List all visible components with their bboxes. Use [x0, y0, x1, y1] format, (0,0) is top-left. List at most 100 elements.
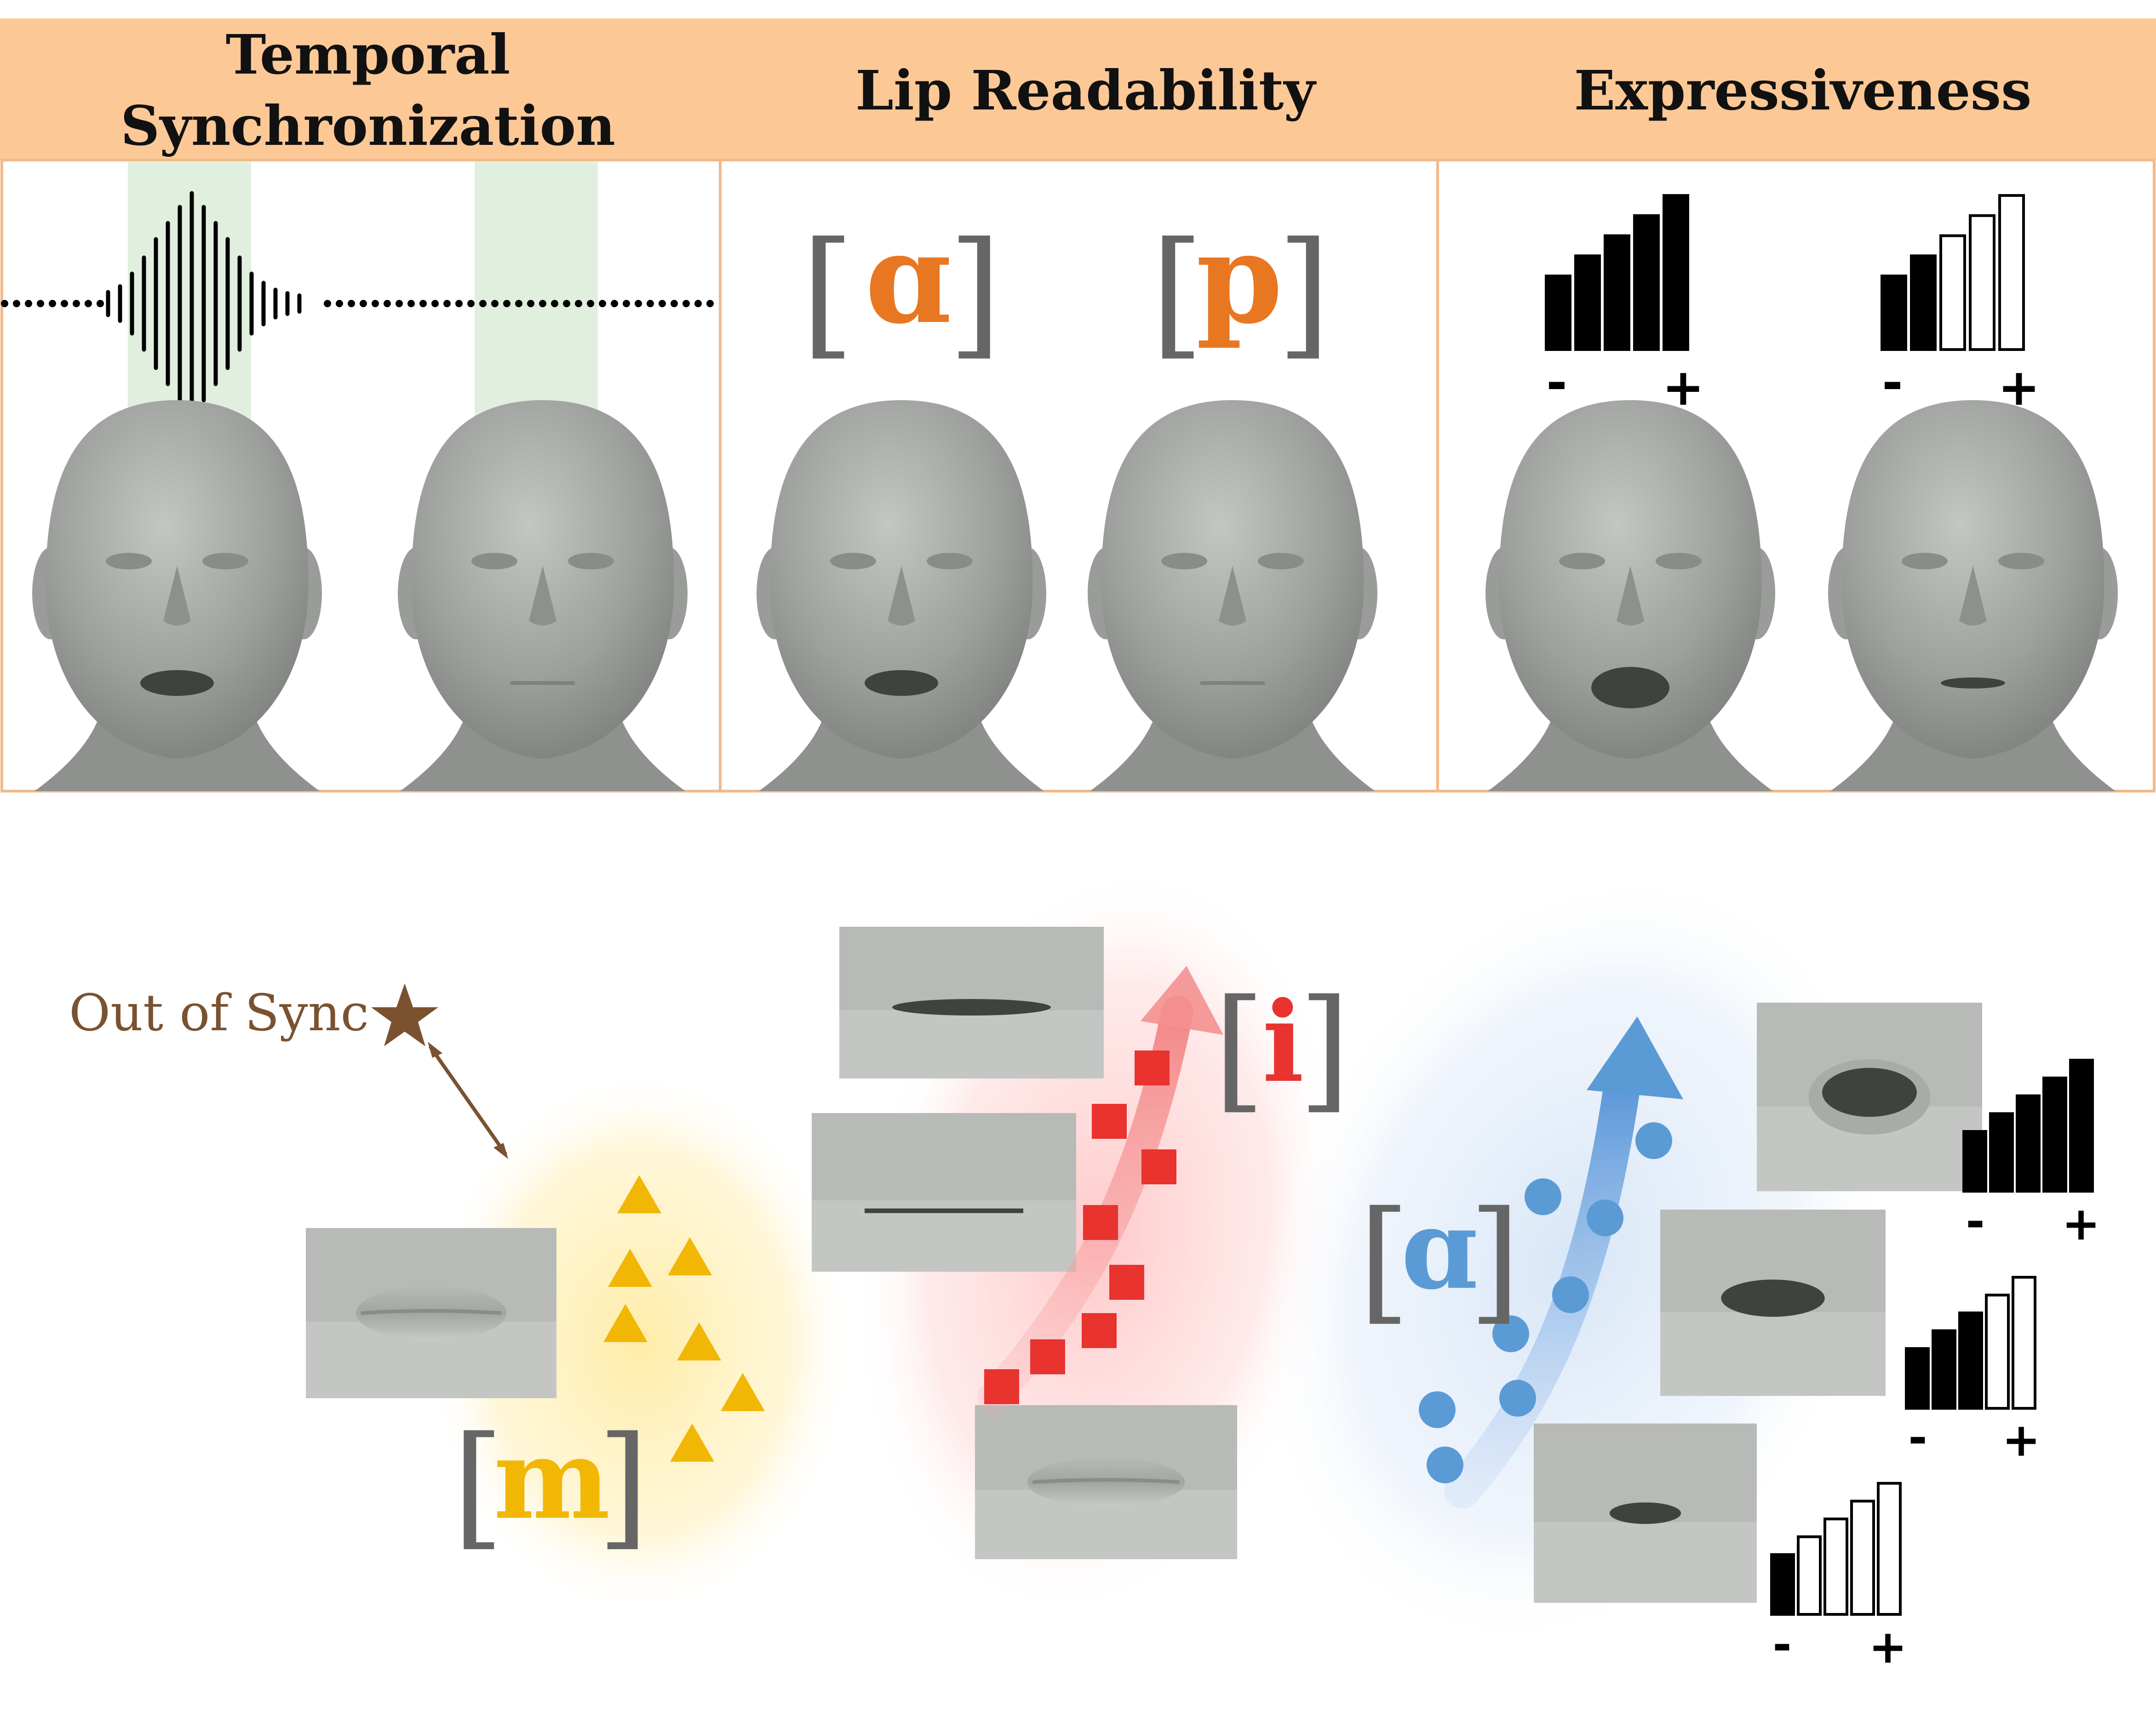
intensity-3-bar-1 — [1770, 1553, 1795, 1616]
intensity-meter-2 — [1905, 1276, 2036, 1410]
cluster-markers — [603, 1050, 1672, 1483]
mouth — [1941, 677, 2005, 689]
meter-2-minus: - — [1908, 1411, 1927, 1464]
waveform-dot — [85, 300, 92, 307]
cluster-a-trend-arrow — [1444, 1058, 1642, 1509]
svg-text:[: [ — [452, 1408, 504, 1563]
marker-i-square — [1092, 1104, 1127, 1139]
waveform-dot — [25, 300, 32, 307]
marker-m-triangle — [677, 1322, 721, 1360]
nose — [1617, 566, 1644, 626]
cluster-i-phoneme: i — [1262, 977, 1304, 1107]
expressiveness-meter-low — [1881, 194, 2025, 351]
meter-high-bar-1 — [1545, 275, 1571, 351]
waveform-dot — [587, 300, 594, 307]
marker-m-triangle — [721, 1373, 765, 1411]
meter-high-bar-5 — [1663, 194, 1689, 351]
bottom-panel: Out of Sync [ m ] [ i ] [ ɑ ] — [69, 868, 2100, 1674]
face-mesh-3 — [757, 400, 1046, 791]
cluster-a-arrowhead — [1587, 1016, 1683, 1099]
cluster-a-phoneme: ɑ — [1401, 1184, 1478, 1314]
svg-text:]: ] — [597, 1408, 649, 1563]
intensity-2-bar-3 — [1958, 1311, 1983, 1410]
waveform-dot — [49, 300, 56, 307]
face-mesh-4 — [1088, 400, 1377, 791]
eye-right — [1656, 553, 1702, 569]
waveform-dot — [563, 300, 570, 307]
intensity-meter-3 — [1770, 1482, 1902, 1616]
intensity-2-bar-2 — [1932, 1329, 1956, 1410]
nose — [529, 566, 556, 626]
eye-left — [830, 553, 876, 569]
intensity-1-bar-4 — [2042, 1076, 2067, 1193]
meter-left-plus: + — [1662, 358, 1704, 417]
svg-text:[: [ — [1358, 1183, 1410, 1338]
marker-a-circle — [1499, 1380, 1536, 1417]
face-mesh-1 — [32, 400, 322, 791]
cluster-i-arrowhead — [1141, 966, 1223, 1035]
header-bar — [0, 18, 2156, 160]
out-of-sync-label: Out of Sync — [69, 983, 369, 1042]
panel-frame — [0, 159, 2156, 792]
waveform-dot — [348, 300, 355, 307]
phoneme-p: p — [1196, 205, 1283, 351]
waveform-dot — [659, 300, 666, 307]
eye-right — [1998, 553, 2044, 569]
eye-right — [568, 553, 614, 569]
waveform-dot — [467, 300, 475, 307]
waveform-dot — [671, 300, 678, 307]
meter-low-bar-4 — [1969, 214, 1995, 351]
marker-a-circle — [1427, 1446, 1463, 1483]
marker-m-triangle — [603, 1304, 648, 1342]
mouth-crop-i-top — [839, 927, 1104, 1079]
out-of-sync-arrowhead-bottom — [493, 1143, 508, 1159]
waveform-dot — [706, 300, 714, 307]
header-lip-readability: Lip Readability — [855, 58, 1317, 122]
face-mesh-2 — [398, 400, 688, 791]
meter-3-minus: - — [1772, 1618, 1792, 1671]
nose — [163, 566, 191, 626]
header-expressiveness: Expressiveness — [1574, 58, 2031, 122]
marker-a-circle — [1587, 1200, 1623, 1236]
expressiveness-meter-high — [1545, 194, 1689, 351]
waveform-dot — [503, 300, 510, 307]
cluster-m-label: [ m ] — [452, 1408, 649, 1563]
face-mesh-6 — [1828, 400, 2118, 791]
out-of-sync-star — [371, 983, 438, 1046]
out-of-sync-arrowhead-top — [428, 1042, 442, 1058]
waveform-dot — [623, 300, 630, 307]
eye-right — [927, 553, 973, 569]
svg-text:[: [ — [1150, 212, 1204, 373]
waveform-dot — [1, 300, 8, 307]
waveform-dot — [599, 300, 606, 307]
meter-low-bar-2 — [1910, 254, 1937, 351]
svg-text:]: ] — [948, 212, 1002, 373]
header-temporal-line2: Synchronization — [120, 94, 615, 158]
meter-high-bar-4 — [1633, 214, 1660, 351]
crop-chin — [1534, 1522, 1757, 1603]
intensity-1-bar-2 — [1989, 1112, 2014, 1193]
intensity-1-bar-3 — [2016, 1094, 2041, 1193]
meter-1-plus: + — [2062, 1197, 2100, 1251]
sync-highlight-left — [128, 162, 251, 419]
marker-m-triangle — [668, 1237, 712, 1275]
lip-line — [361, 1309, 502, 1315]
meter-right-minus: - — [1882, 353, 1903, 412]
out-of-sync-arrow — [428, 1045, 508, 1156]
phoneme-a: ɑ — [865, 205, 952, 351]
intensity-2-bar-5 — [2012, 1276, 2036, 1410]
waveform-dot — [97, 300, 104, 307]
lips — [1027, 1457, 1185, 1507]
phoneme-a-label: [ ɑ ] — [801, 205, 1002, 373]
waveform-dot — [336, 300, 343, 307]
marker-m-triangle — [670, 1424, 714, 1462]
waveform-dot — [527, 300, 534, 307]
meter-right-plus: + — [1998, 358, 2040, 417]
svg-text:]: ] — [1277, 212, 1330, 373]
svg-text:]: ] — [1468, 1183, 1520, 1338]
waveform-dot — [611, 300, 618, 307]
nose — [1219, 566, 1246, 626]
eye-left — [1559, 553, 1605, 569]
marker-a-circle — [1525, 1178, 1561, 1215]
